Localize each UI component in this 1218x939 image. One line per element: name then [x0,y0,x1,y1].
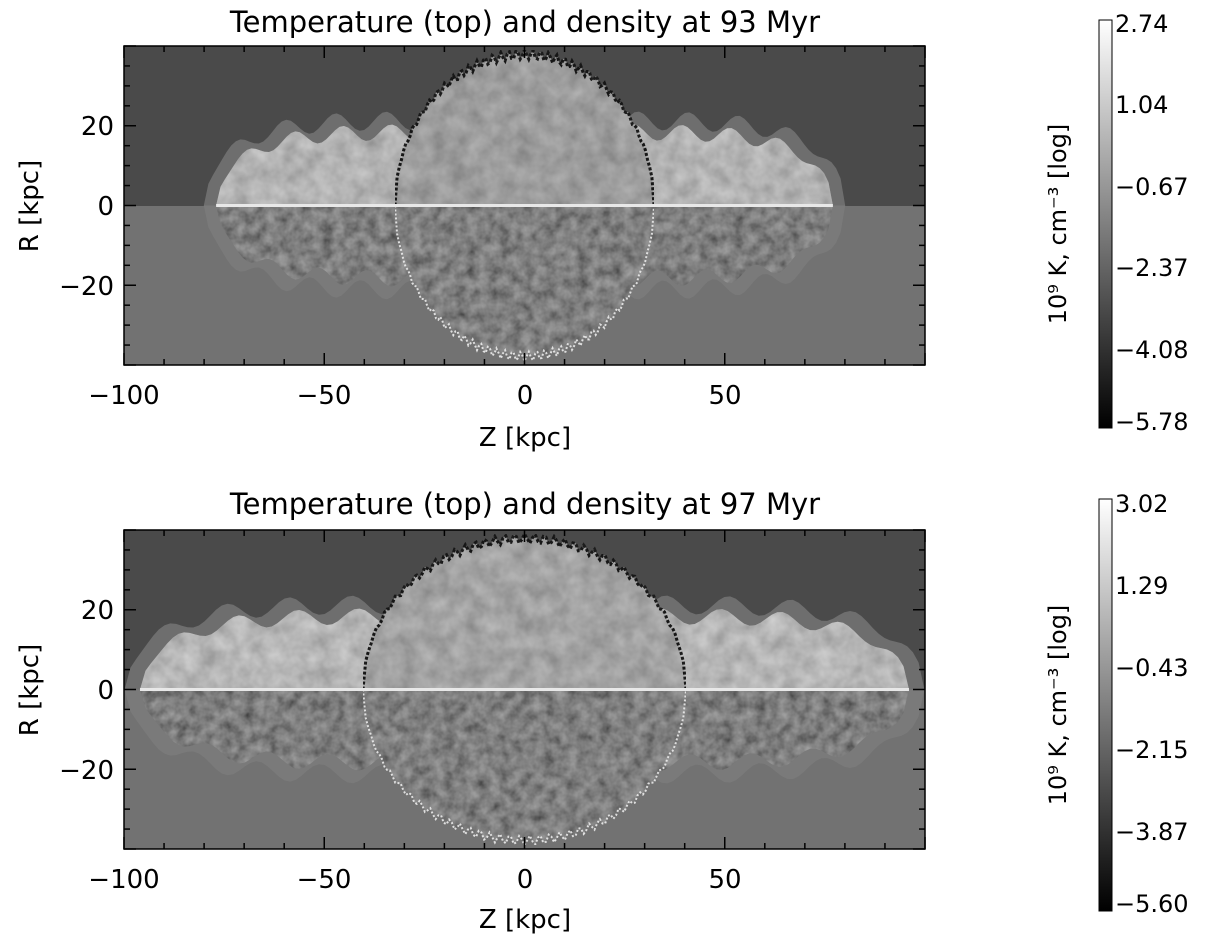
x-tick-label: 50 [708,865,741,895]
x-axis-label: Z [kpc] [479,905,571,935]
colorbar-label: 10⁹ K, cm⁻³ [log] [1044,124,1072,325]
x-tick-label: −50 [297,865,352,895]
y-tick-label: 0 [97,676,114,706]
x-tick-label: 50 [708,381,741,411]
colorbar-tick-label: −4.08 [1115,336,1189,364]
colorbar-tick-label: 2.74 [1115,10,1168,38]
chart-title: Temperature (top) and density at 93 Myr [229,5,820,39]
x-tick-label: −100 [88,381,159,411]
heatmap-image [124,530,925,849]
jet-axis [140,688,909,691]
bubble-temperature [361,530,688,691]
jet-axis [216,204,833,207]
y-axis-label: R [kpc] [15,160,45,252]
colorbar-gradient [1098,19,1113,429]
y-tick-label: 20 [81,112,114,142]
heatmap-image [124,46,925,365]
colorbar-tick-label: −5.78 [1115,408,1189,436]
panel-97-myr: Temperature (top) and density at 97 Myr … [15,487,1189,935]
y-tick-label: −20 [59,756,114,786]
bubble-temperature [393,46,656,207]
colorbar-tick-label: 1.04 [1115,91,1168,119]
y-tick-label: 0 [97,192,114,222]
colorbar-tick-label: 1.29 [1115,572,1168,600]
chart-title: Temperature (top) and density at 97 Myr [229,487,820,521]
y-axis-label: R [kpc] [15,644,45,736]
bubble-density [361,688,688,848]
x-tick-label: 0 [517,865,534,895]
colorbar-tick-label: −5.60 [1115,890,1189,918]
axis-ticks [123,529,926,850]
colorbar: 3.02 1.29 −0.43 −2.15 −3.87 −5.60 10⁹ K,… [1044,490,1189,918]
colorbar-tick-label: −2.15 [1115,736,1189,764]
y-tick-label: 20 [81,596,114,626]
bubble-density [393,204,656,364]
axis-ticks [123,45,926,366]
colorbar-tick-label: −3.87 [1115,818,1189,846]
y-tick-label: −20 [59,272,114,302]
colorbar-label: 10⁹ K, cm⁻³ [log] [1044,605,1072,806]
x-tick-label: 0 [517,381,534,411]
panel-93-myr: Temperature (top) and density at 93 Myr … [15,5,1189,453]
x-tick-label: −100 [88,865,159,895]
x-axis-label: Z [kpc] [479,423,571,453]
colorbar-tick-label: 3.02 [1115,490,1168,518]
colorbar-tick-label: −0.43 [1115,654,1189,682]
x-tick-label: −50 [297,381,352,411]
colorbar: 2.74 1.04 −0.67 −2.37 −4.08 −5.78 10⁹ K,… [1044,10,1189,436]
colorbar-tick-label: −2.37 [1115,254,1189,282]
colorbar-gradient [1098,498,1113,912]
colorbar-tick-label: −0.67 [1115,173,1189,201]
